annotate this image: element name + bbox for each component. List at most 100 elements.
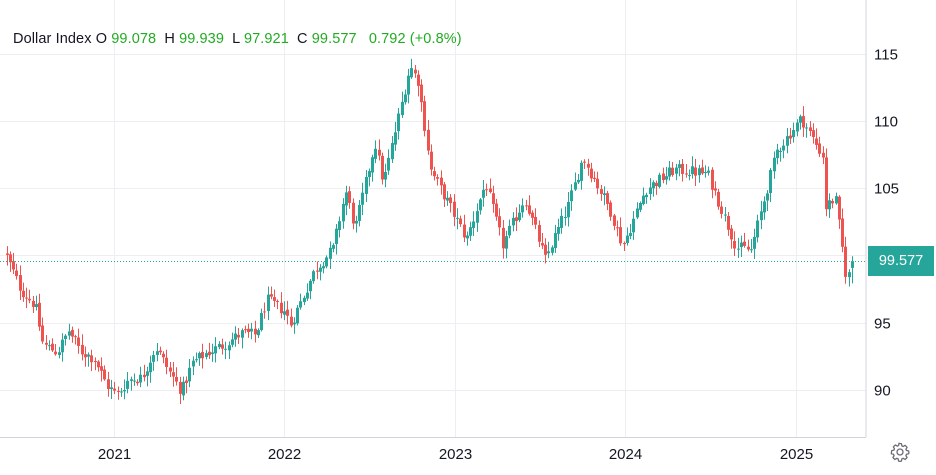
candle-body (113, 388, 116, 391)
candle-body (652, 182, 655, 189)
candle-body (48, 345, 51, 347)
axis-layer: 90 95 105 110 115 2021 2022 2023 2024 2025 (0, 0, 899, 463)
candle-body (247, 328, 250, 333)
candle-body (117, 390, 120, 392)
candle-body (130, 379, 133, 381)
candle-body (440, 177, 443, 186)
open-key: O (95, 31, 108, 47)
candle-body (296, 307, 299, 324)
candle-body (554, 233, 557, 249)
candle-body (41, 325, 44, 342)
candle-body (831, 201, 834, 204)
candle-body (756, 220, 759, 238)
candle-body (476, 211, 479, 223)
x-tick-label: 2025 (780, 446, 813, 463)
candle-body (841, 218, 844, 247)
candle-body (782, 145, 785, 151)
gear-icon[interactable] (889, 441, 911, 463)
candle-body (649, 187, 652, 195)
x-tick-label: 2024 (609, 446, 642, 463)
y-tick-label: 105 (874, 181, 899, 198)
candle-body (740, 242, 743, 248)
candle-body (844, 246, 847, 277)
y-tick-label: 95 (874, 316, 891, 333)
candle-body (260, 313, 263, 331)
candle-body (32, 300, 35, 307)
candle-body (384, 172, 387, 180)
candle-body (342, 203, 345, 222)
candle-body (35, 304, 38, 308)
candle-body (74, 336, 77, 338)
candle-body (681, 163, 684, 174)
candle-body (355, 220, 358, 224)
candle-body (551, 247, 554, 253)
candle-body (273, 297, 276, 301)
candle-body (126, 380, 129, 389)
candle-body (446, 197, 449, 201)
candle-body (28, 298, 31, 301)
candle-body (593, 177, 596, 180)
candle-body (469, 227, 472, 236)
high-key: H (164, 31, 175, 47)
candle-body (345, 192, 348, 206)
candle-body (15, 270, 18, 277)
candle-body (502, 227, 505, 249)
candle-body (495, 203, 498, 217)
candle-body (805, 127, 808, 129)
candle-body (760, 211, 763, 221)
candle-body (485, 189, 488, 191)
candle-body (123, 390, 126, 392)
candle-body (162, 353, 165, 358)
candle-body (691, 166, 694, 175)
candle-body (603, 193, 606, 196)
candle-body (773, 157, 776, 172)
candle-body (799, 116, 802, 123)
candle-body (433, 171, 436, 177)
candle-body (71, 329, 74, 337)
last-price-label: 99.577 (868, 246, 934, 276)
candle-body (557, 226, 560, 234)
candle-body (276, 301, 279, 303)
candle-body (766, 193, 769, 201)
candle-body (87, 354, 90, 357)
candle-body (280, 302, 283, 314)
candle-body (472, 221, 475, 228)
candle-body (303, 297, 306, 303)
candle-body (81, 344, 84, 355)
candle-body (156, 351, 159, 355)
candle-body (254, 328, 257, 335)
candle-body (430, 151, 433, 170)
candle-body (250, 328, 253, 332)
candle-body (596, 178, 599, 189)
candle-body (165, 357, 168, 367)
candle-body (737, 248, 740, 250)
candle-body (25, 297, 28, 299)
candle-body (613, 215, 616, 226)
candle-body (335, 228, 338, 245)
candle-body (848, 272, 851, 278)
candle-body (54, 351, 57, 355)
candle-body (796, 122, 799, 132)
candle-body (685, 173, 688, 175)
candle-body (231, 339, 234, 345)
candle-body (19, 275, 22, 291)
candle-body (463, 224, 466, 238)
candle-body (368, 171, 371, 178)
candle-body (717, 191, 720, 207)
candle-body (694, 167, 697, 176)
candle-body (423, 101, 426, 131)
y-tick-label: 90 (874, 383, 891, 400)
candle-body (662, 173, 665, 181)
candle-body (521, 205, 524, 213)
symbol-name: Dollar Index (13, 31, 92, 47)
candle-body (201, 351, 204, 359)
candle-body (645, 194, 648, 198)
candle-body (322, 266, 325, 269)
candle-body (188, 367, 191, 382)
candle-body (120, 391, 123, 393)
candle-body (560, 215, 563, 228)
candle-body (394, 132, 397, 145)
candle-body (626, 235, 629, 244)
